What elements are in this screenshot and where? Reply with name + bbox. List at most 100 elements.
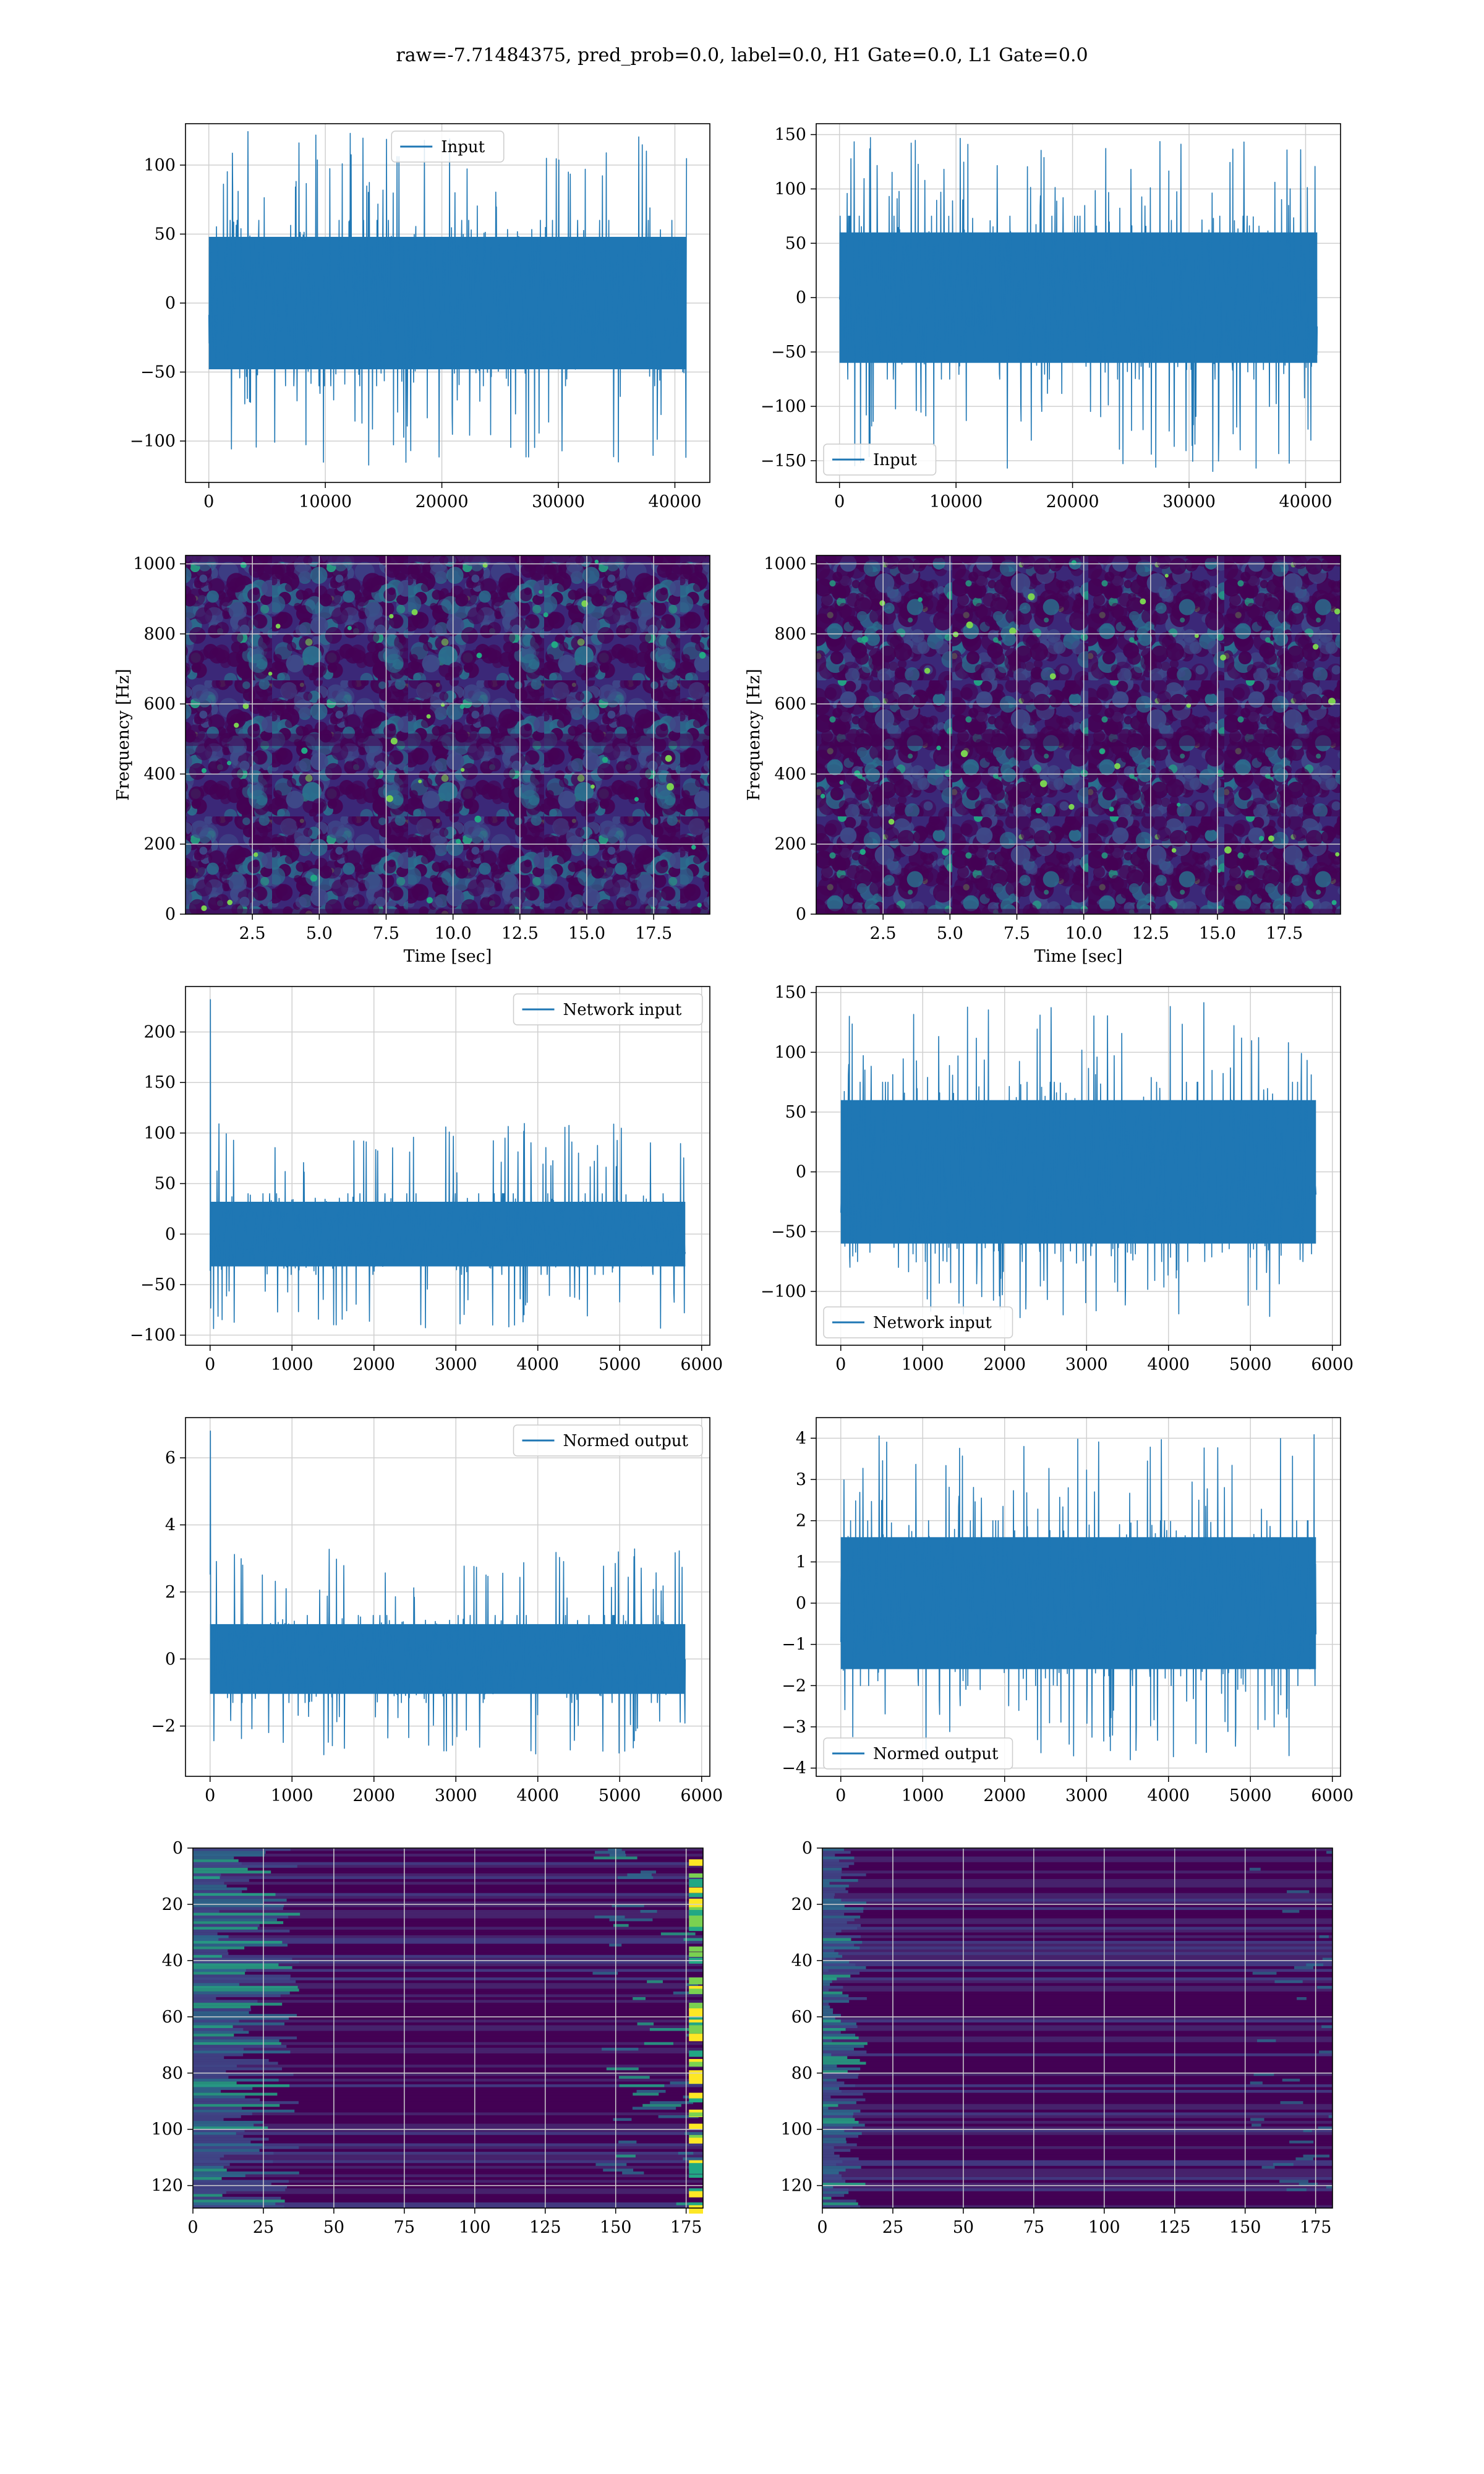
x-tick-label: 0 [205,1355,215,1374]
feature-row-lead [193,1980,296,1984]
feature-row-tail [1298,2183,1318,2186]
feature-row [193,1943,703,1947]
feature-row-lead [822,1865,849,1868]
feature-row-lead [822,2109,861,2113]
spectrogram-band [816,909,1341,914]
feature-row-lead [822,1969,829,1972]
feature-row [193,1912,703,1916]
feature-row-lead [193,2005,251,2009]
feature-row-lead [822,2168,846,2172]
x-tick-label: 5000 [1229,1355,1272,1374]
feature-row [822,1972,1333,1975]
feature-row [822,2149,1333,2152]
feature-row-lead [193,2205,284,2209]
spectrogram-peak [1313,644,1319,650]
feature-row [822,1921,1333,1925]
feature-row [822,2022,1333,2026]
signal-line [840,1002,1317,1319]
feature-row-lead [193,2095,245,2099]
feature-row-tail [1316,1985,1333,1989]
x-tick-label: 75 [1023,2218,1044,2237]
feature-row-tail [1253,2073,1274,2076]
feature-row-lead [822,1856,855,1860]
feature-row-lead [822,1943,855,1947]
feature-bright-cell [689,2174,703,2178]
y-tick-label: −50 [140,1275,176,1295]
x-tick-label: 6000 [680,1355,723,1374]
feature-row-lead [193,1997,216,2001]
spectrogram-peak [854,770,861,777]
feature-bright-cell [689,1887,703,1893]
feature-row [193,2196,703,2200]
spectrogram-peak [936,745,941,751]
feature-row-lead [822,1954,843,1958]
signal-line [208,131,688,466]
feature-row [193,1876,703,1880]
feature-row [822,1991,1333,1995]
x-tick-label: 5000 [599,1355,641,1374]
feature-row-lead [822,1977,837,1981]
feature-row [193,1873,703,1877]
feature-row-tail [1282,2078,1300,2082]
feature-row-lead [822,2143,857,2147]
feature-row [193,1960,703,1964]
feature-row-lead [822,2191,849,2194]
feature-row-lead [822,2076,858,2079]
feature-row [822,2034,1333,2037]
feature-row [193,2000,703,2003]
feature-row [193,2081,703,2085]
feature-row-lead [193,2174,245,2178]
feature-row [193,2003,703,2006]
feature-row-lead [193,2126,268,2130]
feature-row-lead [193,2132,236,2136]
feature-row [193,1946,703,1950]
feature-row [822,1896,1333,1899]
spectrogram-peak [1335,852,1340,857]
feature-row-lead [822,2070,848,2074]
feature-row [193,2185,703,2189]
feature-row-lead [193,2019,239,2023]
feature-row-lead [822,2067,861,2071]
y-tick-label: 0 [796,1163,806,1182]
feature-row [822,2143,1333,2147]
feature-row-lead [822,2118,855,2121]
chart-normed-output-right: 0 1000 2000 3000 4000 5000 6000 −4 −3 −2 −1 0 1 2 3 4 No… [782,1417,1354,1805]
feature-row [822,1865,1333,1868]
x-tick-label: 175 [670,2218,702,2237]
feature-row [193,2188,703,2192]
feature-row [193,2168,703,2172]
feature-row [822,1983,1333,1987]
feature-row-lead [822,1991,843,1995]
feature-row-lead [822,2065,837,2068]
feature-row-lead [193,2196,281,2200]
feature-row-lead [193,1960,299,1964]
feature-row [193,2152,703,2155]
feature-row-tail [633,2092,659,2096]
feature-row [822,2084,1333,2087]
feature-row-lead [193,2084,290,2087]
spectrogram-peak [924,667,931,674]
axes-frame [185,986,710,1346]
feature-row [193,2045,703,2048]
feature-row-lead [822,2177,842,2181]
feature-bright-cell [689,1873,703,1878]
spectrogram-peak [859,849,866,855]
feature-row [822,2092,1333,2096]
feature-bright-cell [689,2098,703,2103]
feature-row [822,2081,1333,2085]
feature-row [193,1879,703,1883]
chart-timeseries-input-left: 0 10000 20000 30000 40000 −100 −50 0 50 100 Input [130,123,710,511]
feature-row [193,1958,703,1961]
feature-row [193,1881,703,1885]
feature-row-lead [193,1885,227,1888]
y-tick-label: −3 [782,1718,806,1737]
feature-row [193,2121,703,2125]
feature-row-tail [1297,1997,1307,2001]
feature-row [193,2146,703,2150]
feature-row-tail [647,1980,663,1984]
feature-row-lead [822,2107,829,2110]
x-tick-label: 150 [1229,2218,1261,2237]
feature-row [822,1980,1333,1984]
feature-row-lead [193,1879,249,1883]
y-tick-label: 0 [802,1839,812,1858]
